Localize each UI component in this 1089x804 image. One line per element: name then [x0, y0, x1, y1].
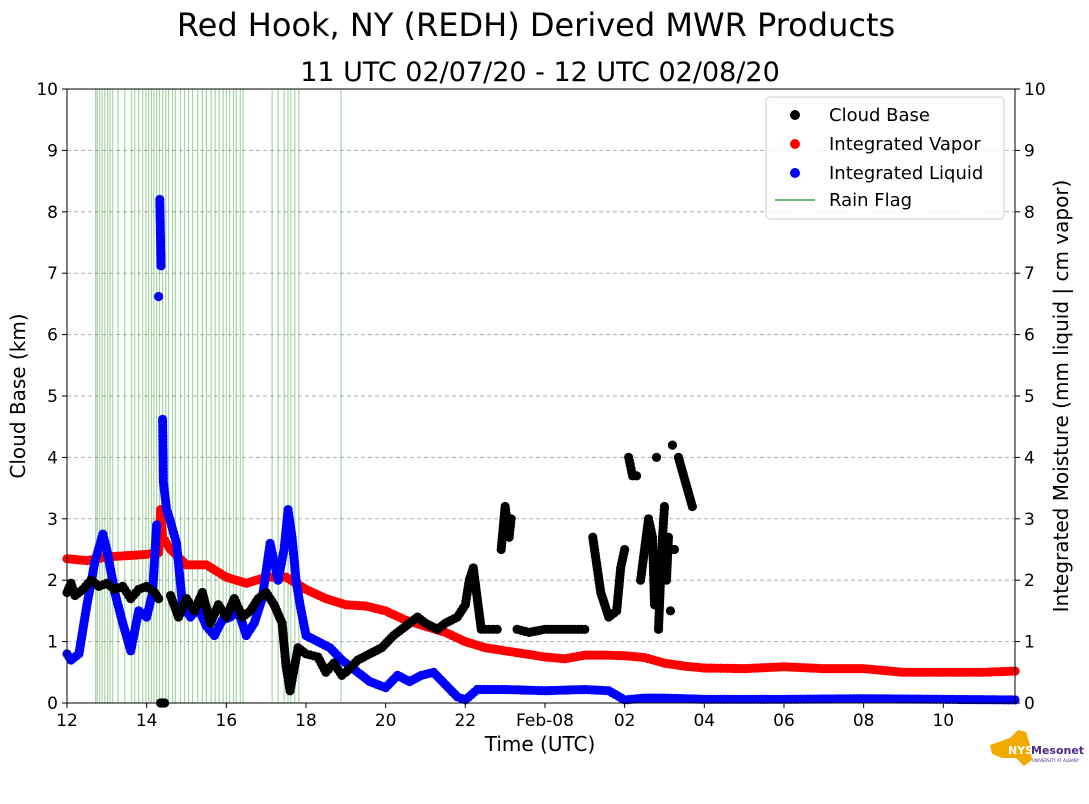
- y-tick-label-left: 5: [47, 387, 58, 407]
- y-tick-label-left: 9: [47, 141, 58, 161]
- y-tick-label-left: 10: [36, 80, 58, 100]
- y-tick-label-right: 0: [1024, 694, 1035, 714]
- legend-label-integrated-liquid: Integrated Liquid: [829, 163, 983, 184]
- logo-sub: UNIVERSITY AT ALBANY: [1032, 758, 1080, 763]
- y-tick-label-left: 3: [47, 510, 58, 530]
- chart-subtitle: 11 UTC 02/07/20 - 12 UTC 02/08/20: [300, 57, 780, 88]
- data-point: [665, 606, 676, 616]
- y-axis-label-right: Integrated Moisture (mm liquid | cm vapo…: [1049, 180, 1073, 613]
- data-point: [687, 501, 697, 512]
- chart-title: Red Hook, NY (REDH) Derived MWR Products: [177, 6, 895, 44]
- y-tick-label-left: 4: [47, 448, 58, 468]
- data-point: [152, 520, 162, 530]
- y-tick-label-left: 2: [47, 571, 58, 591]
- x-tick-label: 20: [375, 711, 397, 731]
- data-point: [580, 624, 590, 634]
- data-point: [154, 594, 164, 604]
- x-tick-label: Feb-08: [516, 711, 574, 731]
- legend-box: [765, 96, 1005, 220]
- logo-name: Mesonet: [1031, 744, 1084, 757]
- y-tick-label-right: 5: [1024, 387, 1035, 407]
- x-axis-label: Time (UTC): [484, 732, 596, 756]
- y-tick-label-right: 6: [1024, 326, 1035, 346]
- series-integrated-vapor: [62, 504, 1020, 677]
- data-point: [659, 501, 670, 512]
- x-tick-label: 06: [773, 711, 795, 731]
- legend-marker-cloud-base: [790, 110, 800, 120]
- y-tick-label-right: 2: [1024, 571, 1035, 591]
- data-point: [620, 544, 630, 555]
- y-tick-label-right: 7: [1024, 264, 1035, 284]
- x-tick-label: 16: [216, 711, 238, 731]
- x-tick-label: 18: [295, 711, 317, 731]
- logo-brand: NYS: [1008, 744, 1033, 757]
- x-tick-label: 12: [56, 711, 78, 731]
- y-tick-label-left: 0: [47, 694, 58, 714]
- x-tick-label: 14: [136, 711, 158, 731]
- data-point: [667, 440, 678, 450]
- y-tick-label-right: 1: [1024, 633, 1035, 653]
- y-tick-label-right: 4: [1024, 448, 1035, 468]
- series-cloud-base: [62, 440, 697, 708]
- legend-label-rain-flag: Rain Flag: [829, 190, 912, 211]
- axis-ticks: 12 14 16 18 20 22 Feb-08 02 04 06 08 100 01 12 23 34 45 5…: [36, 80, 1045, 731]
- y-tick-label-right: 9: [1024, 141, 1035, 161]
- data-point: [631, 471, 642, 481]
- legend-label-integrated-vapor: Integrated Vapor: [829, 134, 981, 155]
- y-tick-label-left: 6: [47, 326, 58, 346]
- y-tick-label-left: 7: [47, 264, 58, 284]
- legend: Cloud Base Integrated Vapor Integrated L…: [765, 96, 1005, 220]
- data-points: [62, 194, 1020, 708]
- nys-state-icon: [990, 730, 1032, 766]
- data-point: [506, 514, 516, 524]
- nys-mesonet-logo: NYS Mesonet UNIVERSITY AT ALBANY: [990, 730, 1084, 766]
- x-tick-label: 02: [614, 711, 636, 731]
- legend-marker-integrated-vapor: [790, 139, 800, 149]
- y-tick-label-right: 10: [1024, 80, 1046, 100]
- y-tick-label-left: 8: [47, 203, 58, 223]
- data-point: [651, 452, 662, 462]
- legend-marker-integrated-liquid: [790, 168, 800, 178]
- data-point: [669, 544, 680, 555]
- x-tick-label: 10: [932, 711, 954, 731]
- y-tick-label-right: 8: [1024, 203, 1035, 223]
- data-point: [154, 291, 164, 302]
- x-tick-label: 04: [693, 711, 715, 731]
- data-point: [492, 624, 502, 634]
- data-point: [663, 532, 674, 542]
- y-tick-label-left: 1: [47, 633, 58, 653]
- x-tick-label: 08: [853, 711, 875, 731]
- x-tick-label: 22: [454, 711, 476, 731]
- y-axis-label-left: Cloud Base (km): [6, 313, 30, 478]
- y-tick-label-right: 3: [1024, 510, 1035, 530]
- data-point: [156, 261, 166, 271]
- legend-label-cloud-base: Cloud Base: [829, 105, 930, 126]
